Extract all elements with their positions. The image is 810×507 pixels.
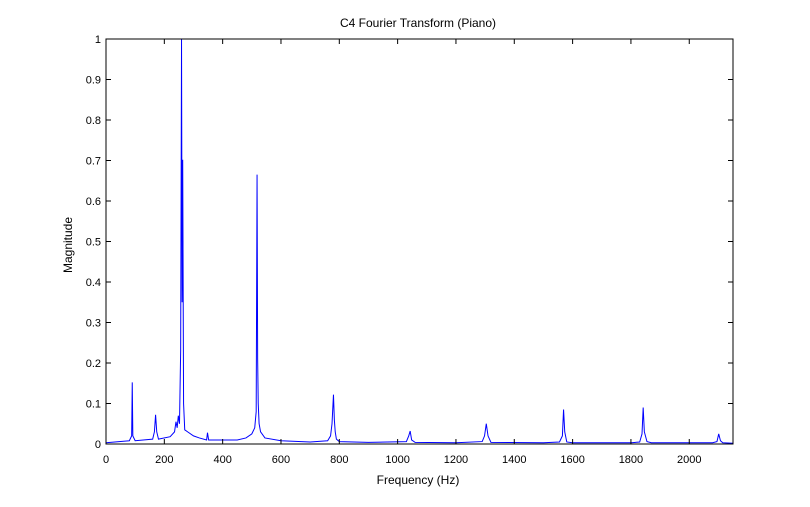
x-axis: 0 200 400 600 800 1000 1200 1400 1600 1800 2000	[103, 39, 701, 466]
x-tick-label: 2000	[677, 454, 701, 466]
y-tick-label: 1	[95, 34, 101, 46]
y-tick-label: 0.1	[86, 399, 101, 411]
y-tick-label: 0.7	[86, 156, 101, 168]
y-tick-label: 0.8	[86, 115, 101, 127]
y-axis: 0 0.1 0.2 0.3 0.4 0.5 0.6 0.7 0.8 0.9 1	[86, 34, 733, 451]
x-tick-label: 1400	[502, 454, 526, 466]
chart-title: C4 Fourier Transform (Piano)	[340, 16, 496, 30]
x-tick-label: 600	[272, 454, 290, 466]
y-tick-label: 0.6	[86, 196, 101, 208]
x-tick-label: 1000	[385, 454, 409, 466]
y-tick-label: 0.3	[86, 318, 101, 330]
x-tick-label: 1600	[560, 454, 584, 466]
y-axis-label: Magnitude	[61, 217, 75, 273]
x-tick-label: 200	[155, 454, 173, 466]
x-tick-label: 400	[213, 454, 231, 466]
y-tick-label: 0.4	[86, 277, 101, 289]
x-tick-label: 0	[103, 454, 109, 466]
x-tick-label: 1200	[444, 454, 468, 466]
x-tick-label: 800	[330, 454, 348, 466]
y-tick-label: 0	[95, 439, 101, 451]
y-tick-label: 0.2	[86, 358, 101, 370]
y-tick-label: 0.5	[86, 237, 101, 249]
x-tick-label: 1800	[619, 454, 643, 466]
y-tick-label: 0.9	[86, 75, 101, 87]
x-axis-label: Frequency (Hz)	[377, 473, 460, 487]
